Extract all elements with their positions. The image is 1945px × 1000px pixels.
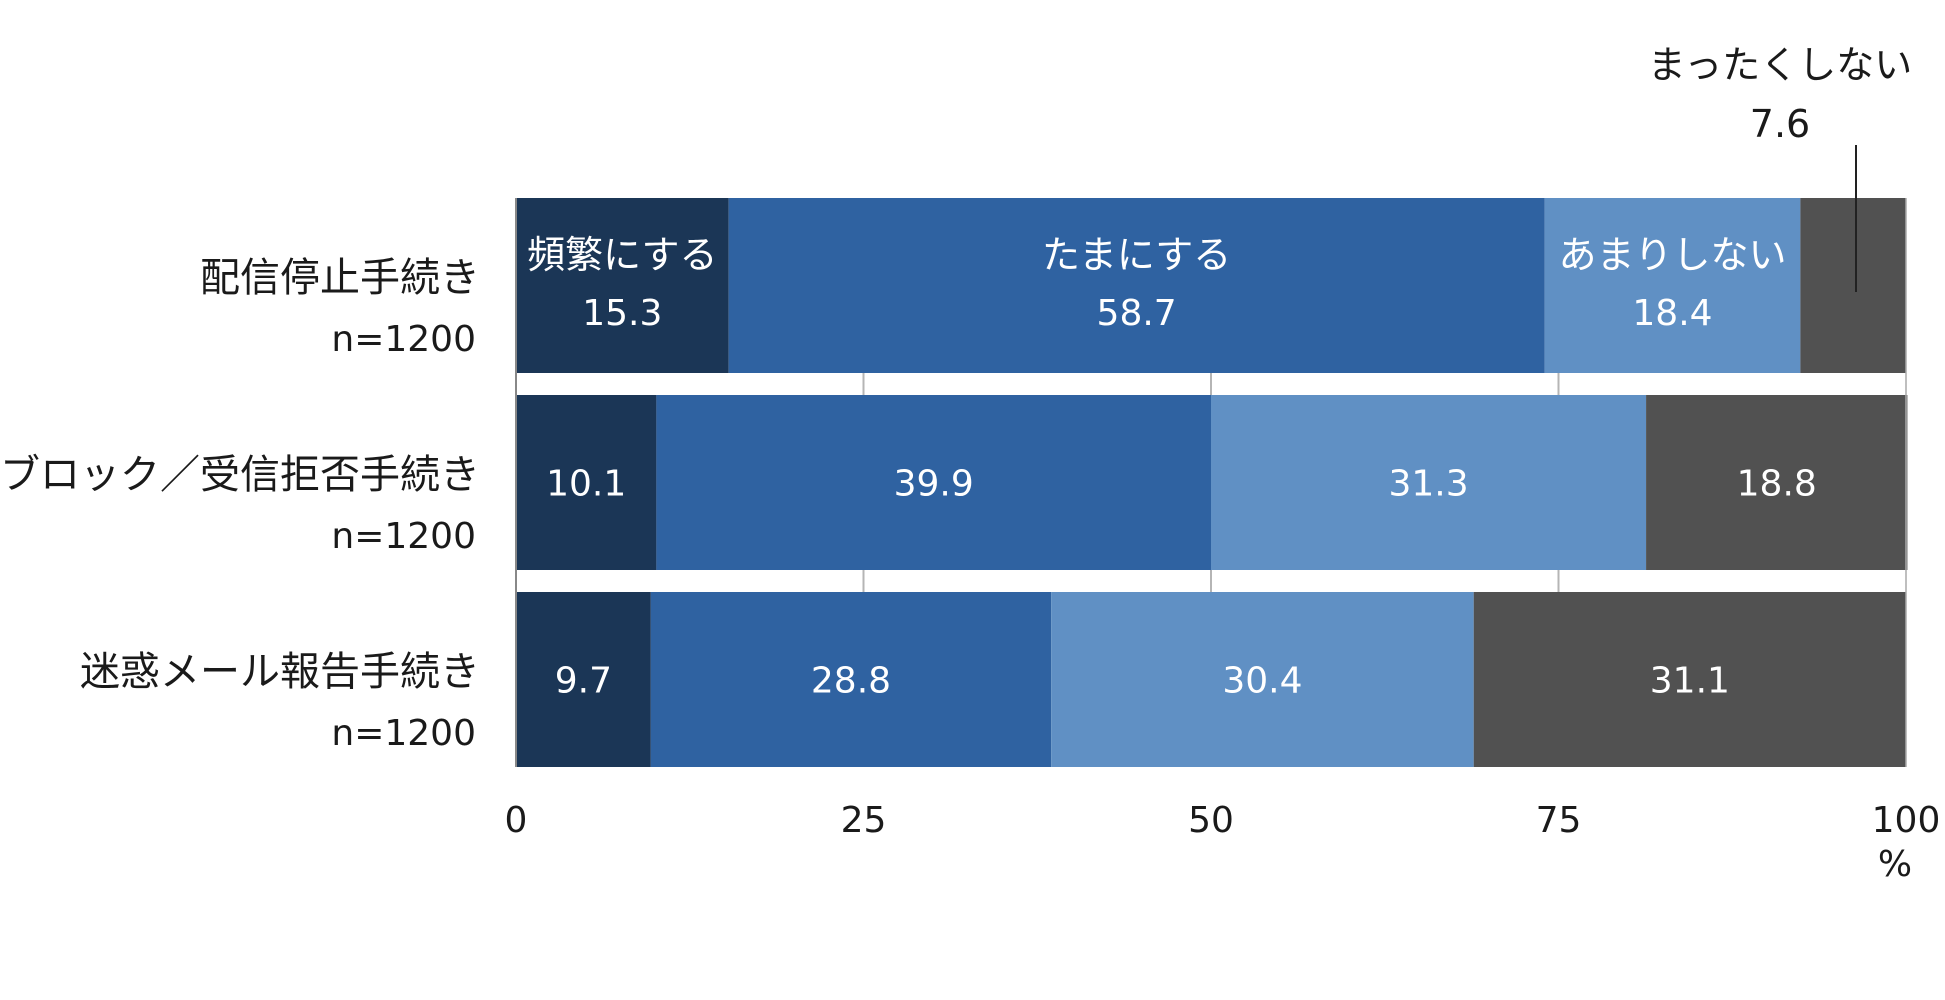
bar-segment <box>1051 592 1474 767</box>
data-label: 10.1 <box>546 464 626 505</box>
bar-segment <box>1800 198 1906 373</box>
bar-segment <box>650 592 1052 767</box>
series-name-label: まったくしない <box>1648 43 1912 87</box>
x-tick-label: 100 <box>1872 800 1941 841</box>
data-label: 30.4 <box>1222 661 1302 702</box>
data-label: 31.1 <box>1650 661 1730 702</box>
x-axis-unit: % <box>1878 844 1912 885</box>
bar-segment <box>656 395 1211 570</box>
bar-segment <box>728 198 1545 373</box>
bar-segment <box>1473 592 1906 767</box>
data-label: 58.7 <box>1097 293 1177 334</box>
bar-segment <box>516 592 651 767</box>
data-label: 15.3 <box>582 293 662 334</box>
x-axis: % 0 25 50 75 100 <box>505 198 1941 885</box>
x-tick-label: 25 <box>841 800 887 841</box>
labels-layer: 頻繁にする 15.3 たまにする 58.7 あまりしない 18.4 まったくしない 7.6 配信… <box>0 43 1912 754</box>
x-tick-label: 50 <box>1188 800 1234 841</box>
sample-size-label: n=1200 <box>331 319 476 360</box>
sample-size-label: n=1200 <box>331 713 476 754</box>
series-name-label: たまにする <box>1042 233 1231 277</box>
data-label: 28.8 <box>811 661 891 702</box>
data-label: 39.9 <box>894 464 974 505</box>
bars-layer <box>516 198 1908 767</box>
x-tick-label: 0 <box>505 800 528 841</box>
data-label: 9.7 <box>555 661 612 702</box>
series-name-label: 頻繁にする <box>527 233 717 277</box>
category-label: 配信停止手続き <box>200 255 480 301</box>
category-label: ブロック／受信拒否手続き <box>0 452 480 498</box>
bar-segment <box>516 198 729 373</box>
series-name-label: あまりしない <box>1558 233 1786 277</box>
data-label: 18.8 <box>1737 464 1817 505</box>
bar-segment <box>1646 395 1908 570</box>
x-tick-label: 75 <box>1536 800 1582 841</box>
bar-segment <box>1211 395 1647 570</box>
data-label: 18.4 <box>1632 293 1712 334</box>
category-label: 迷惑メール報告手続き <box>80 649 480 695</box>
sample-size-label: n=1200 <box>331 516 476 557</box>
bar-segment <box>1544 198 1801 373</box>
data-label: 31.3 <box>1388 464 1468 505</box>
data-label: 7.6 <box>1750 102 1810 146</box>
bar-segment <box>516 395 657 570</box>
